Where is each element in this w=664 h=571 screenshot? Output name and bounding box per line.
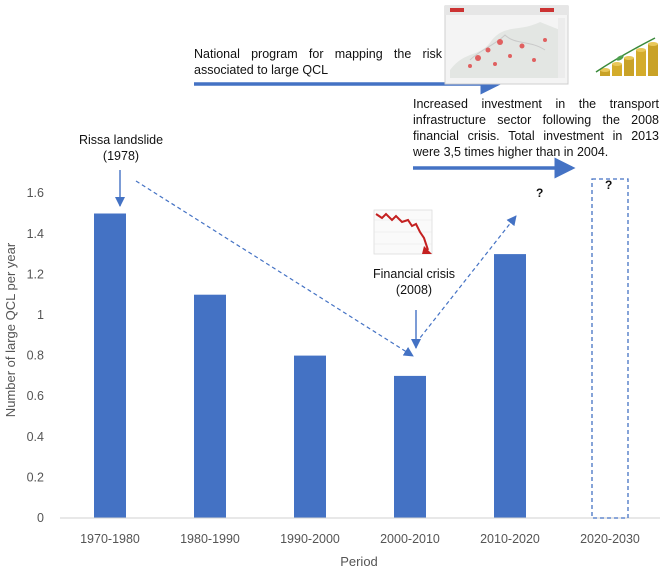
x-tick-label-2020-2030: 2020-2030 (580, 532, 640, 546)
x-tick-label-1970-1980: 1970-1980 (80, 532, 140, 546)
bar-2010-2020 (494, 254, 526, 518)
trend-question-mark: ? (536, 186, 544, 200)
rising-trend-arrow (415, 215, 517, 344)
bar-1980-1990 (194, 294, 226, 518)
placeholder-bar-2020-2030 (591, 178, 629, 519)
x-tick-label-2010-2020: 2010-2020 (480, 532, 540, 546)
bars (94, 213, 526, 518)
coin-stacks-icon (595, 37, 658, 76)
bar-1990-2000 (294, 355, 326, 518)
bar-2000-2010 (394, 375, 426, 518)
y-tick-label: 0.2 (27, 470, 44, 484)
bar-question-mark: ? (605, 178, 613, 192)
y-axis-ticks: 0 0.2 0.4 0.6 0.8 1 1.2 1.4 1.6 (27, 186, 44, 525)
risk-map-thumbnail-icon (444, 5, 569, 85)
y-axis-title: Number of large QCL per year (3, 242, 18, 417)
declining-trend-arrow (135, 180, 414, 357)
y-tick-label: 1 (37, 308, 44, 322)
financial-crisis-line1: Financial crisis (373, 267, 455, 281)
bar-1970-1980 (94, 213, 126, 518)
y-tick-label: 0.8 (27, 349, 44, 363)
x-axis-title: Period (340, 554, 378, 569)
x-tick-label-2000-2010: 2000-2010 (380, 532, 440, 546)
financial-crisis-annotation: Financial crisis (2008) (356, 266, 472, 298)
y-tick-label: 0.4 (27, 430, 44, 444)
y-tick-label: 1.4 (27, 227, 44, 241)
x-tick-label-1980-1990: 1980-1990 (180, 532, 240, 546)
y-tick-label: 0.6 (27, 389, 44, 403)
x-tick-label-1990-2000: 1990-2000 (280, 532, 340, 546)
y-tick-label: 1.6 (27, 186, 44, 200)
rissa-landslide-annotation: Rissa landslide (1978) (66, 132, 176, 164)
financial-crisis-line2: (2008) (395, 283, 433, 297)
national-program-annotation: National program for mapping the risk as… (194, 47, 442, 77)
y-tick-label: 1.2 (27, 267, 44, 281)
investment-annotation: Increased investment in the transport in… (413, 97, 659, 159)
rissa-landslide-line1: Rissa landslide (78, 133, 164, 147)
falling-stock-chart-icon (373, 209, 433, 255)
rissa-landslide-line2: (1978) (102, 149, 140, 163)
x-axis-ticks: 1970-1980 1980-1990 1990-2000 2000-2010 2010… (80, 532, 640, 546)
y-tick-label: 0 (37, 511, 44, 525)
